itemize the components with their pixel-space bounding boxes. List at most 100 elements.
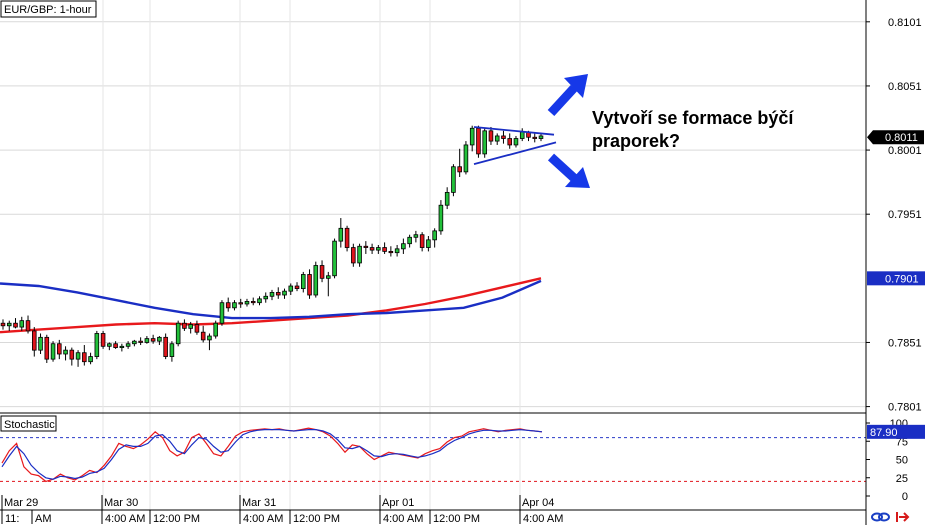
time-label: 4:00 AM bbox=[383, 513, 423, 525]
candle-body bbox=[263, 295, 269, 300]
candle-body bbox=[357, 245, 362, 264]
candle-body bbox=[69, 349, 75, 360]
candle-body bbox=[75, 352, 81, 360]
stoch-grid bbox=[0, 437, 866, 482]
candle-body bbox=[301, 274, 306, 289]
candle-body bbox=[282, 290, 287, 296]
candle-body bbox=[257, 298, 262, 304]
exit-arrow-icon[interactable] bbox=[896, 512, 910, 522]
candle-body bbox=[469, 127, 475, 146]
candle-body bbox=[482, 130, 487, 155]
candle-body bbox=[44, 336, 50, 360]
candle-body bbox=[438, 204, 444, 232]
main-grid bbox=[0, 0, 866, 510]
price-tick-label: 0.8051 bbox=[888, 81, 922, 93]
candle-body bbox=[250, 301, 256, 304]
candle-body bbox=[125, 343, 131, 347]
stoch-value-marker bbox=[867, 424, 925, 439]
candle-body bbox=[113, 343, 118, 348]
candle-body bbox=[0, 322, 6, 327]
candle-body bbox=[294, 285, 300, 289]
main-price-axis: 0.8101 0.8051 0.8001 0.7951 0.7851 0.7801 0.80… bbox=[866, 17, 925, 414]
candle-body bbox=[513, 138, 519, 146]
candle-body bbox=[38, 336, 43, 351]
candle-body bbox=[538, 135, 544, 139]
date-label: Mar 30 bbox=[104, 497, 138, 509]
candle-body bbox=[269, 292, 275, 297]
time-label: 12:00 PM bbox=[293, 513, 340, 525]
last-price-label: 0.8011 bbox=[885, 132, 918, 144]
candle-body bbox=[175, 322, 181, 345]
candle-body bbox=[338, 227, 344, 242]
candle-body bbox=[88, 356, 93, 363]
stoch-tick-label: 0 bbox=[902, 491, 908, 503]
candle-body bbox=[451, 166, 456, 193]
time-label: 12:00 PM bbox=[433, 513, 480, 525]
candle-body bbox=[363, 245, 369, 248]
annotation-line-1: Vytvoří se formace býčí bbox=[592, 108, 794, 128]
chart-title-box bbox=[0, 0, 97, 18]
candle-body bbox=[200, 331, 206, 341]
candle-body bbox=[100, 333, 106, 347]
candle-body bbox=[57, 343, 62, 355]
candle-body bbox=[519, 131, 525, 139]
candle-body bbox=[419, 234, 425, 248]
candle-body bbox=[107, 343, 112, 347]
stochastic-line bbox=[1, 428, 543, 480]
candle-body bbox=[82, 352, 87, 363]
candle-body bbox=[476, 127, 481, 155]
candle-body bbox=[307, 274, 312, 296]
up-arrow-icon bbox=[547, 74, 588, 117]
candle-body bbox=[488, 130, 494, 142]
time-label: 4:00 AM bbox=[523, 513, 563, 525]
stoch-tick-label: 25 bbox=[896, 473, 908, 485]
candle-body bbox=[219, 302, 225, 324]
chart-title: EUR/GBP: 1-hour bbox=[4, 4, 92, 16]
time-axis: Mar 29 Mar 30 Mar 31 Apr 01 Apr 04 11: AM 4:00 … bbox=[1, 495, 563, 525]
candle-body bbox=[319, 265, 325, 279]
annotation-line-2: praporek? bbox=[592, 131, 680, 151]
candle-body bbox=[32, 330, 37, 351]
candle-body bbox=[407, 236, 412, 245]
candle-body bbox=[444, 191, 450, 206]
candle-body bbox=[394, 248, 400, 254]
candle-body bbox=[288, 285, 294, 292]
price-tick-label: 0.8101 bbox=[888, 17, 922, 29]
stoch-title: Stochastic bbox=[4, 419, 55, 431]
candle-body bbox=[194, 324, 200, 333]
candle-body bbox=[182, 322, 187, 329]
candle-body bbox=[457, 166, 462, 173]
candle-body bbox=[225, 302, 231, 309]
candle-body bbox=[275, 292, 281, 296]
candle-body bbox=[144, 338, 150, 343]
main-series-layer bbox=[0, 277, 542, 334]
candle-body bbox=[13, 322, 18, 328]
candle-body bbox=[119, 345, 125, 348]
candle-body bbox=[6, 322, 12, 327]
candle-body bbox=[138, 340, 143, 343]
link-icon[interactable] bbox=[871, 512, 890, 522]
ma-level-marker bbox=[867, 271, 925, 286]
time-label: 12:00 PM bbox=[153, 513, 200, 525]
date-label: Mar 31 bbox=[242, 497, 276, 509]
time-label: 11: bbox=[5, 513, 19, 525]
candle-body bbox=[344, 227, 350, 248]
time-label: 4:00 AM bbox=[105, 513, 145, 525]
candle-body bbox=[132, 340, 137, 345]
candle-body bbox=[313, 265, 319, 296]
time-label: 4:00 AM bbox=[243, 513, 283, 525]
candle-body bbox=[63, 349, 68, 355]
ma-level-label: 0.7901 bbox=[885, 273, 919, 285]
candle-body bbox=[413, 234, 419, 238]
last-price-marker bbox=[867, 130, 924, 145]
date-label: Apr 04 bbox=[522, 497, 554, 509]
candle-body bbox=[244, 301, 250, 305]
price-tick-label: 0.7851 bbox=[888, 337, 922, 349]
candles-layer bbox=[0, 125, 544, 367]
price-tick-label: 0.8001 bbox=[888, 145, 922, 157]
stoch-tick-label: 75 bbox=[896, 436, 908, 448]
candle-body bbox=[25, 320, 31, 332]
